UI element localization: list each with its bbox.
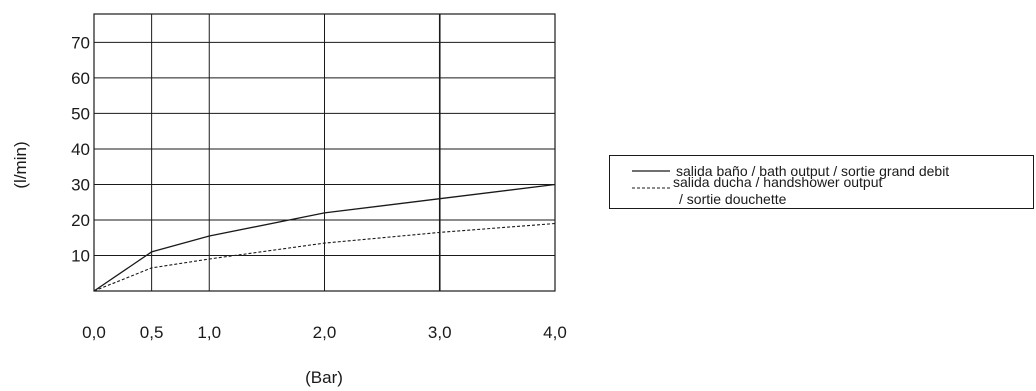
legend: salida baño / bath output / sortie grand… — [609, 155, 1034, 209]
series-line-bath — [93, 183, 556, 292]
y-tick-label-50: 50 — [71, 104, 90, 123]
tick-labels: 10 20 30 40 50 60 70 0,0 0,5 1,0 2,0 3,0 4,0 — [71, 33, 567, 342]
x-tick-label-0: 0,0 — [82, 323, 106, 342]
series-line-handshower — [93, 222, 556, 292]
series-lines — [93, 183, 556, 292]
x-axis-label: (Bar) — [305, 368, 343, 387]
y-tick-label-60: 60 — [71, 69, 90, 88]
x-tick-label-2: 1,0 — [197, 323, 221, 342]
legend-label-bath: salida baño / bath output / sortie grand… — [676, 163, 949, 179]
legend-label-handshower-line2: / sortie douchette — [679, 191, 787, 207]
y-tick-label-30: 30 — [71, 175, 90, 194]
y-tick-label-20: 20 — [71, 211, 90, 230]
y-tick-label-70: 70 — [71, 33, 90, 52]
legend-label-handshower-line1: salida ducha / handshower output — [673, 174, 882, 190]
y-tick-label-10: 10 — [71, 246, 90, 265]
x-tick-label-1: 0,5 — [140, 323, 164, 342]
x-tick-label-4: 3,0 — [428, 323, 452, 342]
x-tick-label-3: 2,0 — [313, 323, 337, 342]
x-tick-label-5: 4,0 — [543, 323, 567, 342]
y-axis-label: (l/min) — [11, 141, 30, 188]
y-tick-label-40: 40 — [71, 140, 90, 159]
grid — [93, 13, 556, 292]
